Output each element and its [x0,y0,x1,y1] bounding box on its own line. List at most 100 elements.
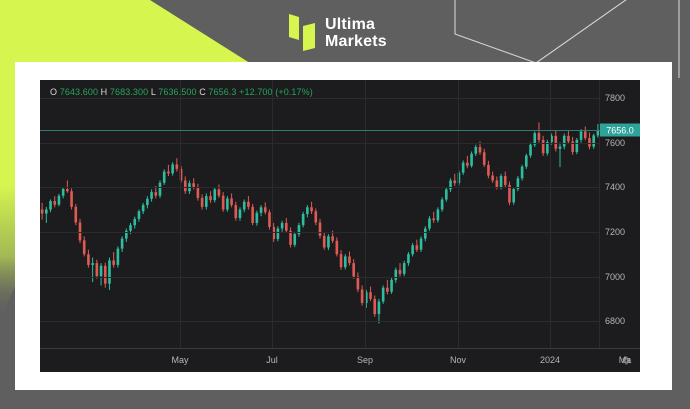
time-tick-label: Ma [618,355,632,365]
candle-body [373,298,377,315]
candle-body [150,192,153,199]
candle-body [352,263,355,277]
gridline-vertical [272,80,273,348]
price-tick-label: 6800 [605,316,626,327]
candle-body [575,139,579,152]
candle-body [78,222,82,241]
candle-body [508,184,511,203]
ohlc-change: +12.700 (+0.17%) [239,87,313,97]
candle-wick [433,211,435,223]
candle-body [365,292,368,303]
price-axis[interactable]: 7656.0 7800 7600 7400 7200 7000 6800 [599,80,640,348]
candle-body [449,180,452,190]
candle-body [491,175,494,181]
candle-body [343,256,347,268]
ohlc-low-value: 7636.500 [158,87,197,97]
candle-wick [92,257,94,283]
candle-body [407,254,410,264]
brand-logo: Ultima Markets [288,12,387,54]
candle-body [116,248,120,265]
candle-body [154,192,158,196]
candle-body [461,162,465,173]
candle-body [579,131,583,140]
candle-body [318,222,322,236]
candle-body [520,166,524,179]
candle-body [423,228,427,239]
ohlc-close-label: C [199,87,206,97]
candle-body [74,206,78,223]
candle-body [445,189,448,200]
candle-wick [386,279,388,295]
brand-name-line2: Markets [325,33,387,50]
candle-body [529,144,532,156]
candle-body [217,189,221,196]
candle-body [234,205,238,219]
candle-body [247,201,250,207]
candle-body [99,265,103,277]
candle-body [419,238,423,250]
candle-body [125,230,128,239]
candle-body [141,205,145,212]
gridline-horizontal [40,321,600,323]
candle-body [554,135,558,149]
candle-body [280,222,284,229]
candle-body [436,209,440,221]
candle-body [360,289,364,303]
candle-body [103,265,107,284]
gear-icon[interactable] [620,355,632,367]
gridline-horizontal [40,231,600,233]
white-outline-shape [454,0,627,64]
candle-body [537,133,541,140]
candle-body [57,195,61,205]
candle-body [40,209,44,214]
candle-body [91,263,94,265]
candle-body [503,176,507,185]
candle-body [474,147,478,154]
candle-body [583,131,587,139]
candle-body [402,263,406,274]
gridline-vertical [550,80,551,348]
candle-body [120,238,124,249]
ohlc-open-value: 7643.600 [59,87,99,97]
candle-body [487,164,490,176]
time-axis[interactable]: May Jul Sep Nov 2024 Ma [40,348,640,372]
candle-body [226,198,229,210]
candle-body [415,245,419,250]
gridline-horizontal [40,187,600,189]
candle-body [175,164,179,169]
candle-body [192,183,195,188]
candle-body [550,135,553,143]
candle-body [432,218,435,221]
candle-body [213,189,217,201]
time-tick-label: Jul [266,355,278,365]
candle-wick [454,173,456,187]
candle-body [255,212,259,223]
candle-body [45,209,48,214]
candle-wick [113,251,115,268]
candle-body [335,240,339,255]
price-tick-label: 7600 [605,137,626,148]
time-tick-label: 2024 [539,355,561,365]
candle-body [482,152,486,165]
candle-wick [466,155,468,169]
candlestick-chart-panel[interactable]: O 7643.600 H 7683.300 L 7636.500 C 7656.… [40,80,640,372]
candle-body [276,228,280,240]
candle-body [533,133,537,145]
gridline-horizontal [40,97,600,99]
candle-body [87,254,90,265]
candle-body [558,146,562,149]
candle-body [66,188,69,192]
price-tick-label: 7800 [605,92,626,103]
candle-body [259,207,263,213]
candle-body [297,225,301,235]
candle-body [137,211,141,219]
ohlc-close-value: 7656.3 [208,87,237,97]
candle-wick [45,206,47,223]
candle-body [495,180,499,188]
candle-body [200,197,204,207]
time-tick-label: Sep [356,355,374,365]
candle-body [546,142,549,154]
plot-area[interactable] [40,80,600,348]
candle-body [428,218,431,229]
candle-body [285,222,288,231]
